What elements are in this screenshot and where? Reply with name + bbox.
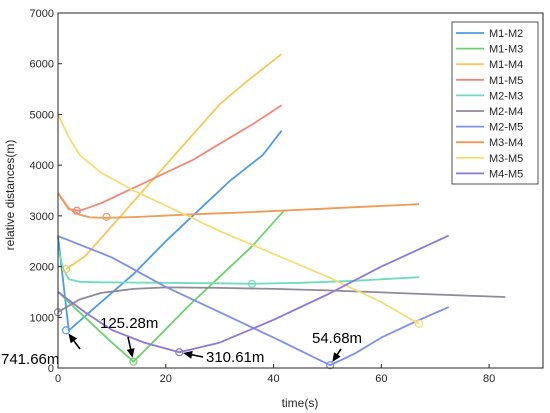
series-marker-m1-m2 [61,326,71,335]
annotation-310-61m: 310.61m [183,349,264,366]
series-line-m2-m5 [57,235,450,367]
legend-entry-m1-m5: M1-M5 [456,75,523,87]
legend-entry-m2-m5: M2-M5 [456,122,523,134]
legend-label: M1-M5 [489,75,523,87]
series-line-m3-m4 [57,192,420,219]
y-axis-ticks: 0 1000 2000 3000 4000 5000 6000 7000 [30,8,62,375]
legend-entry-m1-m2: M1-M2 [456,28,523,40]
legend-entry-m2-m3: M2-M3 [456,90,523,102]
legend-label: M3-M4 [489,137,523,149]
series-layer [57,53,506,367]
series-marker-m3-m5 [414,319,424,328]
series-marker-m2-m3 [247,279,257,288]
legend-label: M1-M3 [489,44,523,56]
y-axis-label: relative distances(m) [3,140,17,251]
series-marker-m4-m5 [175,348,184,357]
annotation-arrow-head [183,350,193,359]
series-line-m2-m4 [57,286,506,313]
legend-entry-m3-m4: M3-M4 [456,137,523,149]
annotation-label: 125.28m [100,315,158,332]
annotation-label: 310.61m [206,349,264,366]
y-tick-label: 0 [48,363,54,375]
x-tick-label: 40 [267,373,279,385]
series-marker-m1-m3 [129,357,138,366]
series-marker-m1-m5 [72,206,81,215]
series-marker-m3-m4 [102,212,111,221]
annotation-arrow-head [68,333,78,344]
legend-label: M2-M4 [489,106,523,118]
x-tick-label: 20 [160,373,172,385]
x-axis-label: time(s) [282,396,319,410]
y-tick-label: 5000 [30,109,54,121]
series-line-m1-m4 [65,53,283,270]
legend-label: M2-M3 [489,90,523,102]
x-tick-label: 60 [375,373,387,385]
legend-entry-m4-m5: M4-M5 [456,168,523,180]
x-tick-label: 80 [483,373,495,385]
x-tick-label: 0 [55,373,61,385]
annotation-label: 741.66m [1,351,59,368]
legend-label: M1-M2 [489,28,523,40]
x-axis-ticks: 0 20 40 60 80 [55,364,495,385]
legend-entry-m1-m4: M1-M4 [456,59,523,71]
legend: M1-M2 M1-M3 M1-M4 M1-M5 M2-M3 M2-M4 M2-M5 M3-M4… [451,21,539,185]
legend-label: M4-M5 [489,168,523,180]
annotation-125-28m: 125.28m [100,315,158,358]
series-line-m1-m2 [57,130,283,332]
plot-frame [57,12,544,369]
annotation-arrow-head [126,348,135,358]
y-tick-label: 6000 [30,59,54,71]
series-line-m1-m3 [57,209,285,363]
annotation-label: 54.68m [312,330,362,347]
legend-label: M2-M5 [489,122,523,134]
legend-entry-m3-m5: M3-M5 [456,153,523,165]
y-tick-label: 1000 [30,312,54,324]
marker-layer [53,206,424,370]
series-marker-m1-m4 [61,265,71,274]
legend-entry-m2-m4: M2-M4 [456,106,523,118]
series-line-m4-m5 [57,234,450,354]
legend-entry-m1-m3: M1-M3 [456,44,523,56]
y-tick-label: 7000 [30,8,54,20]
y-tick-label: 3000 [30,211,54,223]
y-tick-label: 4000 [30,160,54,172]
series-line-m1-m5 [57,104,283,212]
annotation-arrow-head [332,352,341,362]
series-line-m2-m3 [57,248,420,285]
annotation-layer: 741.66m 125.28m 310.61m 54.68m [1,315,362,368]
annotation-54-68m: 54.68m [312,330,362,362]
legend-label: M1-M4 [489,59,523,71]
legend-label: M3-M5 [489,153,523,165]
annotation-741-66m: 741.66m [1,333,81,368]
y-tick-label: 2000 [30,262,54,274]
series-marker-m2-m5 [326,361,335,370]
